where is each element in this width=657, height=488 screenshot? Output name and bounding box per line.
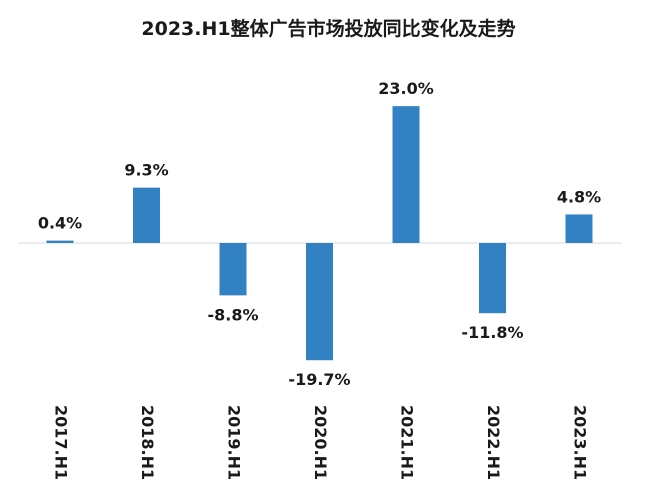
bar-2020.H1: [306, 243, 333, 361]
bar-2019.H1: [219, 243, 247, 296]
bar-2021.H1: [392, 106, 420, 244]
x-tick-2022.H1: 2022.H1: [484, 405, 503, 480]
bar-2022.H1: [479, 243, 506, 314]
data-label-2018.H1: 9.3%: [124, 161, 168, 180]
data-label-2023.H1: 4.8%: [557, 187, 601, 206]
data-label-2017.H1: 0.4%: [38, 214, 82, 233]
x-tick-2021.H1: 2021.H1: [398, 405, 417, 480]
data-label-2021.H1: 23.0%: [378, 79, 434, 98]
chart-title: 2023.H1整体广告市场投放同比变化及走势: [141, 18, 516, 40]
bar-2017.H1: [46, 240, 74, 243]
bar-2023.H1: [565, 214, 593, 243]
x-tick-2019.H1: 2019.H1: [225, 405, 244, 480]
x-tick-2017.H1: 2017.H1: [52, 405, 71, 480]
data-label-2019.H1: -8.8%: [207, 305, 258, 324]
bar-2018.H1: [133, 187, 160, 243]
data-label-2020.H1: -19.7%: [288, 370, 350, 389]
x-tick-2020.H1: 2020.H1: [311, 405, 330, 480]
data-label-2022.H1: -11.8%: [461, 323, 523, 342]
x-tick-2018.H1: 2018.H1: [138, 405, 157, 480]
x-tick-2023.H1: 2023.H1: [571, 405, 590, 480]
